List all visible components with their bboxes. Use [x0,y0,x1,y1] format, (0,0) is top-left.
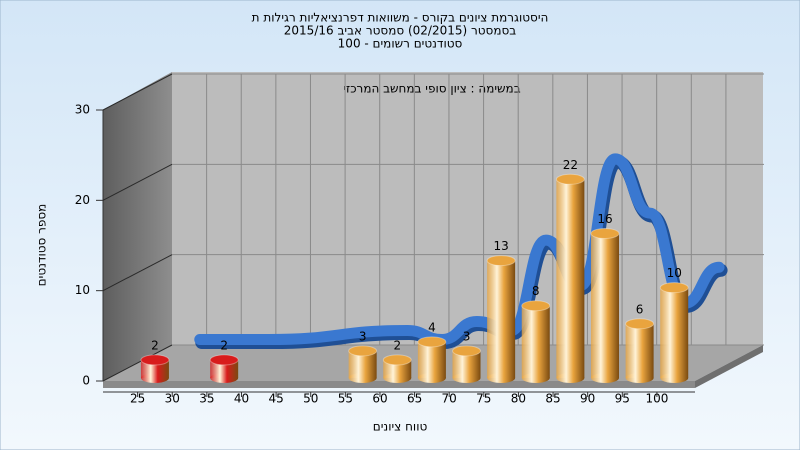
x-tick-label: 80 [511,392,526,406]
grid-line [102,73,173,111]
x-tick-label: 50 [303,392,318,406]
ribbon [194,153,725,346]
x-tick-label: 75 [476,392,491,406]
bar-top [590,227,620,239]
floor-side [695,345,763,388]
grid-line [102,254,173,292]
bar-top [417,336,447,348]
bar-top [555,173,585,185]
y-tick-label: 20 [75,193,90,207]
bar-top [382,354,412,366]
value-label: 22 [563,158,578,172]
bar-top [486,255,516,267]
bar-top [659,282,689,294]
x-tick-label: 25 [130,392,145,406]
bar [140,359,169,378]
left-wall [103,72,172,381]
bar [417,341,446,378]
bar-top [209,354,239,366]
value-label: 6 [636,302,644,316]
bar [590,233,619,378]
x-tick-label: 65 [407,392,422,406]
bar [660,287,689,378]
y-tick-label: 0 [82,374,90,388]
x-tick-label: 60 [372,392,387,406]
x-tick-label: 70 [442,392,457,406]
x-tick-label: 40 [234,392,249,406]
value-label: 13 [493,239,508,253]
chart-subtitle: בסמסטר (02/2015) סמסטר אביב 2015/16 [284,24,516,38]
value-label: 3 [463,329,471,343]
y-tick-label: 30 [75,103,90,117]
annotation: במשימה : ציון סופי במחשב המרכזי [343,82,520,96]
bar [210,359,239,378]
value-label: 2 [393,338,401,352]
x-axis-label: טווח ציונים [373,420,428,434]
grid-line [102,163,173,201]
bar [625,323,654,378]
bar [556,179,585,378]
x-tick-label: 55 [338,392,353,406]
x-tick-label: 85 [545,392,560,406]
value-label: 2 [220,338,228,352]
chart-subtitle: סטודנטים רשומים - 100 [338,37,463,51]
bar-top [348,345,378,357]
bar-top [140,354,170,366]
x-tick-label: 95 [615,392,630,406]
value-label: 8 [532,284,540,298]
x-tick-label: 30 [165,392,180,406]
x-tick-label: 35 [199,392,214,406]
value-label: 2 [151,338,159,352]
value-label: 4 [428,320,436,334]
y-tick-label: 10 [75,283,90,297]
value-label: 10 [667,266,682,280]
y-axis-label: מספר סטודנטים [35,204,49,287]
bar [487,260,516,378]
value-label: 3 [359,329,367,343]
bar-top [521,300,551,312]
value-label: 16 [597,212,612,226]
bar-top [452,345,482,357]
grid-line [102,344,173,382]
bar [521,305,550,378]
bar [383,359,412,378]
x-tick-label: 90 [580,392,595,406]
bar-top [625,318,655,330]
floor-edge [103,381,695,388]
x-tick-label: 45 [268,392,283,406]
x-tick-label: 100 [645,392,668,406]
chart-title: היסטוגרמת ציונים בקורס - משוואות דפרנציא… [252,11,549,25]
